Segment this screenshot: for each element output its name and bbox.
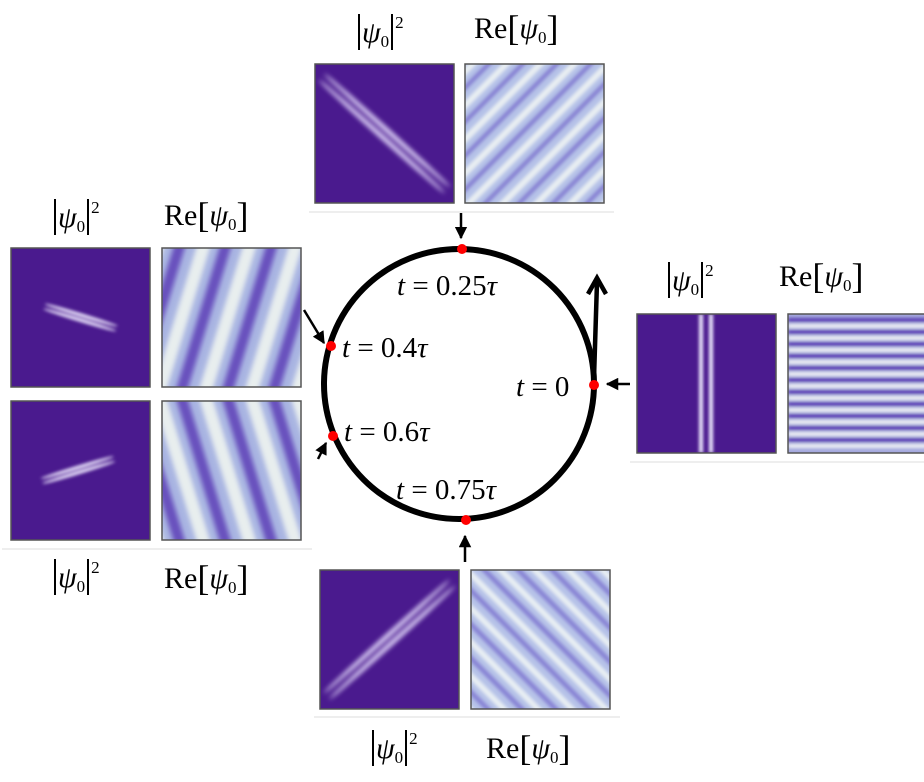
density-label-upper-left: ψ02 <box>52 199 100 235</box>
abs-bar <box>668 262 670 298</box>
density-label-right: ψ02 <box>666 262 714 298</box>
time-label-06: t = 0.6τ <box>344 416 430 448</box>
real-label-upper-left: Re[ψ0] <box>164 195 249 235</box>
abs-bar <box>391 14 394 50</box>
right-real-frame <box>787 313 924 454</box>
red-dot-icon <box>589 380 599 390</box>
direction-arrow-icon <box>586 273 608 296</box>
real-label-bottom: Re[ψ0] <box>486 728 571 768</box>
abs-bar <box>87 559 90 595</box>
top-real-frame <box>464 63 605 204</box>
time-markers <box>326 244 599 525</box>
upper-left-density-frame <box>10 247 151 388</box>
top-density-frame <box>314 63 455 204</box>
lower-left-real-frame <box>161 400 302 541</box>
time-label-075: t = 0.75τ <box>396 474 497 506</box>
bottom-density-panel <box>320 570 459 709</box>
red-dot-icon <box>461 515 471 525</box>
red-dot-icon <box>328 431 338 441</box>
right-density-panel <box>637 314 776 453</box>
lower-left-density-panel <box>11 401 150 540</box>
density-label-top: ψ02 <box>356 14 404 50</box>
panel-baselines <box>2 211 924 718</box>
time-label-04: t = 0.4τ <box>342 332 428 364</box>
real-label-right: Re[ψ0] <box>779 256 864 296</box>
abs-bar <box>358 14 360 50</box>
top-real-panel <box>465 64 604 203</box>
bottom-density-frame <box>319 569 460 710</box>
time-label-0: t = 0 <box>516 371 570 403</box>
abs-bar <box>87 199 90 235</box>
bottom-real-frame <box>470 569 611 710</box>
right-density-frame <box>636 313 777 454</box>
red-dot-icon <box>326 341 336 351</box>
pointer-arrows <box>302 213 630 562</box>
abs-bar <box>372 730 374 766</box>
lower-left-density-frame <box>10 400 151 541</box>
density-label-bottom: ψ02 <box>370 730 418 766</box>
real-label-lower-left: Re[ψ0] <box>164 558 249 598</box>
red-dot-icon <box>457 244 467 254</box>
abs-bar <box>405 730 408 766</box>
lower-left-real-panel <box>162 401 301 540</box>
upper-left-real-panel <box>162 248 301 387</box>
time-label-025: t = 0.25τ <box>397 270 498 302</box>
right-real-panel <box>788 314 924 453</box>
direction-arrow-shaft <box>591 281 600 379</box>
bottom-real-panel <box>471 570 610 709</box>
arrow-icon <box>315 441 328 460</box>
abs-bar <box>54 559 56 595</box>
arrow-icon <box>302 309 326 345</box>
upper-left-real-frame <box>161 247 302 388</box>
upper-left-density-panel <box>11 248 150 387</box>
abs-bar <box>701 262 704 298</box>
abs-bar <box>54 199 56 235</box>
density-label-lower-left: ψ02 <box>52 559 100 595</box>
real-label-top: Re[ψ0] <box>474 8 559 48</box>
top-density-panel <box>315 64 454 203</box>
